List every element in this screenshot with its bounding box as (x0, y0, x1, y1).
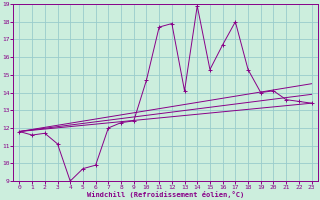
X-axis label: Windchill (Refroidissement éolien,°C): Windchill (Refroidissement éolien,°C) (87, 191, 244, 198)
